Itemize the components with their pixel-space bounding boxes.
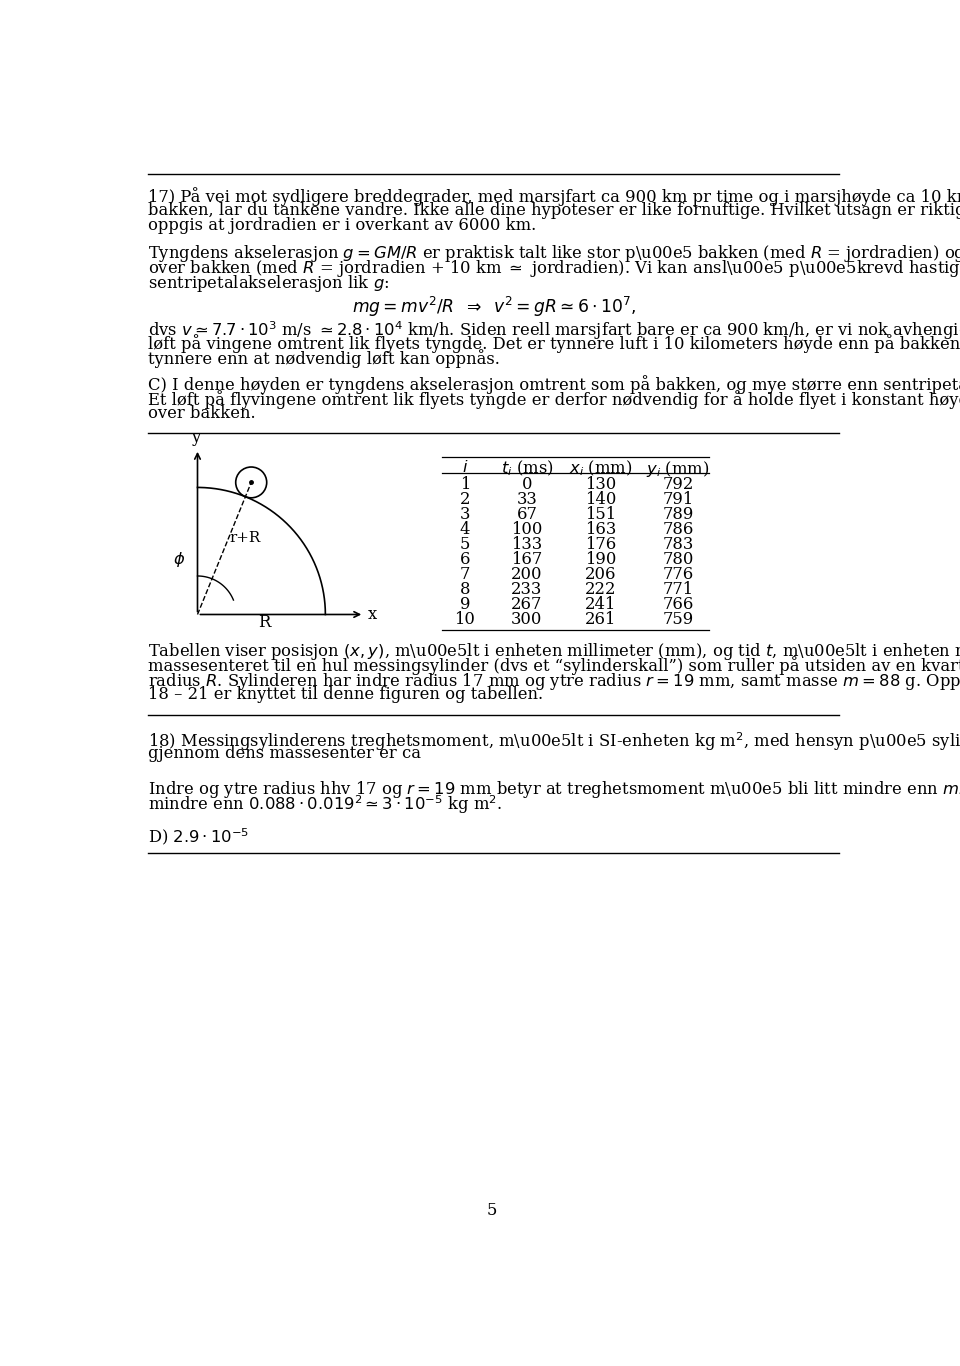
Text: oppgis at jordradien er i overkant av 6000 km.: oppgis at jordradien er i overkant av 60…: [148, 217, 536, 234]
Text: dvs $v \simeq 7.7 \cdot 10^3$ m/s $\simeq 2.8 \cdot 10^4$ km/h. Siden reell mars: dvs $v \simeq 7.7 \cdot 10^3$ m/s $\sime…: [148, 320, 960, 342]
Text: 771: 771: [662, 582, 693, 598]
Text: bakken, lar du tankene vandre. Ikke alle dine hypoteser er like fornuftige. Hvil: bakken, lar du tankene vandre. Ikke alle…: [148, 202, 960, 219]
Text: 267: 267: [511, 597, 542, 613]
Text: Indre og ytre radius hhv 17 og $r = 19$ mm betyr at treghetsmoment m\u00e5 bli l: Indre og ytre radius hhv 17 og $r = 19$ …: [148, 779, 960, 800]
Text: over bakken.: over bakken.: [148, 404, 255, 422]
Text: 163: 163: [585, 522, 616, 538]
Text: $t_i$ (ms): $t_i$ (ms): [500, 459, 553, 478]
Text: 4: 4: [460, 522, 470, 538]
Text: 1: 1: [460, 477, 470, 493]
Text: 9: 9: [460, 597, 470, 613]
Text: 786: 786: [662, 522, 694, 538]
Text: 783: 783: [662, 537, 694, 553]
Text: x: x: [368, 607, 377, 623]
Text: C) I denne høyden er tyngdens akselerasjon omtrent som på bakken, og mye større : C) I denne høyden er tyngdens akselerasj…: [148, 374, 960, 393]
Text: 0: 0: [521, 477, 532, 493]
Text: løft på vingene omtrent lik flyets tyngde. Det er tynnere luft i 10 kilometers h: løft på vingene omtrent lik flyets tyngd…: [148, 335, 960, 352]
Text: Et løft på flyvingene omtrent lik flyets tyngde er derfor nødvendig for å holde : Et løft på flyvingene omtrent lik flyets…: [148, 389, 960, 408]
Text: Tyngdens akselerasjon $g = GM/R$ er praktisk talt like stor p\u00e5 bakken (med : Tyngdens akselerasjon $g = GM/R$ er prak…: [148, 243, 960, 264]
Text: 3: 3: [460, 507, 470, 523]
Text: 10: 10: [454, 612, 475, 628]
Text: R: R: [258, 613, 271, 631]
Text: Tabellen viser posisjon $(x,y)$, m\u00e5lt i enheten millimeter (mm), og tid $t$: Tabellen viser posisjon $(x,y)$, m\u00e5…: [148, 642, 960, 663]
Text: 759: 759: [662, 612, 694, 628]
Text: 261: 261: [585, 612, 616, 628]
Text: 7: 7: [460, 567, 470, 583]
Text: $x_i$ (mm): $x_i$ (mm): [568, 459, 633, 478]
Text: 18 – 21 er knyttet til denne figuren og tabellen.: 18 – 21 er knyttet til denne figuren og …: [148, 687, 543, 703]
Text: 176: 176: [585, 537, 616, 553]
Text: radius $R$. Sylinderen har indre radius 17 mm og ytre radius $r = 19$ mm, samt m: radius $R$. Sylinderen har indre radius …: [148, 672, 960, 693]
Text: 133: 133: [512, 537, 542, 553]
Text: 8: 8: [460, 582, 470, 598]
Text: 151: 151: [585, 507, 616, 523]
Text: over bakken (med $R$ = jordradien + 10 km $\simeq$ jordradien). Vi kan ansl\u00e: over bakken (med $R$ = jordradien + 10 k…: [148, 258, 960, 279]
Text: D) $2.9 \cdot 10^{-5}$: D) $2.9 \cdot 10^{-5}$: [148, 826, 250, 847]
Text: 167: 167: [512, 552, 542, 568]
Text: sentripetalakselerasjon lik $g$:: sentripetalakselerasjon lik $g$:: [148, 273, 389, 294]
Text: 6: 6: [460, 552, 470, 568]
Text: 791: 791: [662, 492, 694, 508]
Text: 5: 5: [487, 1202, 497, 1218]
Text: 300: 300: [511, 612, 542, 628]
Text: 789: 789: [662, 507, 694, 523]
Text: 776: 776: [662, 567, 694, 583]
Text: 241: 241: [585, 597, 616, 613]
Text: tynnere enn at nødvendig løft kan oppnås.: tynnere enn at nødvendig løft kan oppnås…: [148, 350, 500, 367]
Text: 200: 200: [511, 567, 542, 583]
Text: 130: 130: [585, 477, 616, 493]
Text: 780: 780: [662, 552, 694, 568]
Text: massesenteret til en hul messingsylinder (dvs et “sylinderskall”) som ruller på : massesenteret til en hul messingsylinder…: [148, 657, 960, 675]
Text: r+R: r+R: [229, 531, 260, 545]
Text: 5: 5: [460, 537, 470, 553]
Text: $i$: $i$: [462, 459, 468, 475]
Text: 2: 2: [460, 492, 470, 508]
Text: mindre enn $0.088 \cdot 0.019^2 \simeq 3 \cdot 10^{-5}$ kg m$^2$.: mindre enn $0.088 \cdot 0.019^2 \simeq 3…: [148, 794, 502, 816]
Text: 792: 792: [662, 477, 694, 493]
Text: 17) På vei mot sydligere breddegrader, med marsjfart ca 900 km pr time og i mars: 17) På vei mot sydligere breddegrader, m…: [148, 187, 960, 206]
Text: 67: 67: [516, 507, 538, 523]
Text: 190: 190: [585, 552, 616, 568]
Text: 766: 766: [662, 597, 694, 613]
Text: 100: 100: [511, 522, 542, 538]
Text: $mg = mv^2/R \;\;\Rightarrow\;\; v^2 = gR \simeq 6 \cdot 10^7,$: $mg = mv^2/R \;\;\Rightarrow\;\; v^2 = g…: [351, 295, 636, 320]
Text: $\phi$: $\phi$: [173, 550, 185, 570]
Text: 222: 222: [585, 582, 616, 598]
Text: $y_i$ (mm): $y_i$ (mm): [646, 459, 709, 479]
Text: y: y: [191, 429, 201, 447]
Text: 33: 33: [516, 492, 538, 508]
Text: 18) Messingsylinderens treghetsmoment, m\u00e5lt i SI-enheten kg m$^2$, med hens: 18) Messingsylinderens treghetsmoment, m…: [148, 729, 960, 753]
Text: 233: 233: [512, 582, 542, 598]
Text: 206: 206: [585, 567, 616, 583]
Text: gjennom dens massesenter er ca: gjennom dens massesenter er ca: [148, 744, 420, 762]
Text: 140: 140: [585, 492, 616, 508]
